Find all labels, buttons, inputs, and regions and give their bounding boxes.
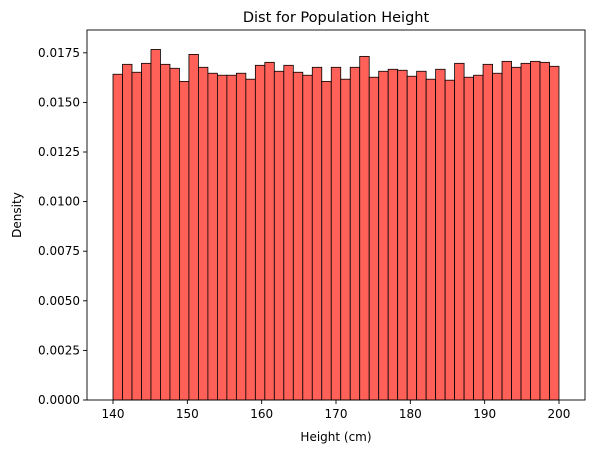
plot-frame [86,29,586,401]
histogram-bar [444,79,456,401]
y-ticks: 0.0000 0.0025 0.0050 0.0075 0.0100 0.0125 0.01… [38,46,87,407]
histogram-bar [122,63,133,401]
histogram-bar [378,70,389,401]
histogram-bar [359,55,370,401]
histogram-bar [179,80,190,401]
histogram-bar [302,74,313,401]
histogram-bar [387,68,399,401]
histogram-bar [188,54,199,401]
x-ticks: 140 150 160 170 180 190 200 [102,400,571,421]
histogram-bar [311,66,323,401]
histogram-bar [454,62,465,401]
histogram-bar [131,71,142,401]
histogram-bar [539,61,550,401]
histogram-bar [549,65,560,401]
histogram-bar [492,72,503,401]
x-tick-label: 140 [102,407,125,421]
y-axis-label: Density [10,192,24,238]
histogram-bar [435,68,446,401]
histogram-bar [482,63,493,401]
histogram-bar [530,60,541,401]
histogram-bar [406,75,418,401]
histogram-bar [283,64,294,401]
bars-group [112,49,560,401]
histogram-bar [349,66,361,401]
y-tick-label: 0.0025 [38,343,80,357]
y-tick-label: 0.0175 [38,46,80,60]
histogram-bar [511,66,522,401]
x-tick-label: 200 [548,407,571,421]
histogram-bar [368,76,380,401]
chart-title: Dist for Population Height [243,10,430,26]
histogram-bar [169,67,180,401]
histogram-bar [416,70,427,401]
histogram-bar [520,62,531,401]
histogram-bar [397,69,408,401]
histogram-bar [216,74,228,401]
histogram-bar [463,76,474,401]
histogram-bar [340,78,351,401]
histogram-bar [264,61,275,401]
histogram-bar [226,74,237,401]
histogram-bar [254,64,266,401]
histogram-bar [330,66,342,401]
y-tick-label: 0.0100 [38,195,80,209]
histogram-bar [112,73,123,401]
histogram-bar [245,78,256,401]
x-tick-label: 160 [250,407,273,421]
histogram-bar [321,80,332,401]
histogram-bar [141,62,152,401]
x-axis-label: Height (cm) [300,430,371,444]
x-tick-label: 180 [399,407,422,421]
histogram-bar [292,71,304,401]
y-tick-label: 0.0150 [38,95,80,109]
histogram-bar [273,70,285,401]
x-tick-label: 190 [473,407,496,421]
histogram-bar [235,72,247,401]
y-tick-label: 0.0075 [38,244,80,258]
histogram-bar [198,66,209,401]
histogram-bar [150,49,161,401]
histogram-bar [501,60,512,401]
histogram-bar [425,78,437,401]
y-tick-label: 0.0050 [38,294,80,308]
x-tick-label: 170 [325,407,348,421]
histogram-bar [207,72,218,401]
y-tick-label: 0.0125 [38,145,80,159]
y-tick-label: 0.0000 [38,393,80,407]
histogram-bar [160,63,171,401]
histogram-bar [473,74,484,401]
x-tick-label: 150 [176,407,199,421]
